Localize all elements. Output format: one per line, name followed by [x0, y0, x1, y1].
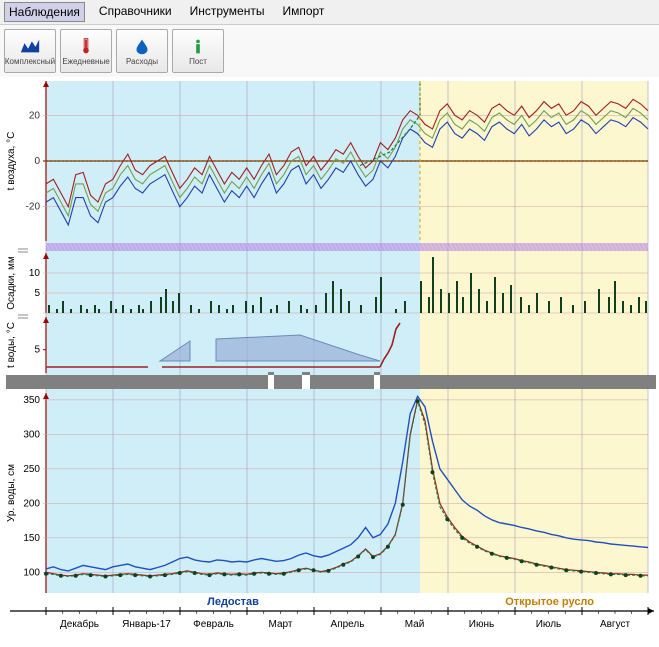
svg-text:Март: Март	[269, 619, 293, 630]
svg-text:t воды, °C: t воды, °C	[6, 322, 17, 368]
menu-observations[interactable]: Наблюдения	[4, 2, 85, 22]
chart-area: -20 0 20 t воздуха, °C 5 10 Осадки, мм 5 t воды,…	[0, 77, 659, 647]
menubar: Наблюдения Справочники Инструменты Импор…	[0, 0, 659, 25]
chart-icon	[19, 37, 41, 55]
station-label: Пост	[189, 57, 207, 66]
svg-text:Апрель: Апрель	[331, 619, 365, 630]
svg-text:Открытое русло: Открытое русло	[505, 596, 594, 608]
svg-text:Ур. воды, см: Ур. воды, см	[6, 464, 17, 522]
menu-import[interactable]: Импорт	[278, 2, 328, 22]
daily-button[interactable]: Ежедневные	[60, 29, 112, 73]
toolbar: Комплексный Ежедневные Расходы Пост	[0, 25, 659, 77]
svg-text:Январь-17: Январь-17	[122, 619, 171, 630]
complex-button[interactable]: Комплексный	[4, 29, 56, 73]
daily-label: Ежедневные	[62, 57, 109, 66]
svg-text:100: 100	[23, 567, 40, 578]
svg-text:Август: Август	[600, 619, 631, 630]
svg-text:150: 150	[23, 533, 40, 544]
discharge-button[interactable]: Расходы	[116, 29, 168, 73]
discharge-label: Расходы	[126, 57, 158, 66]
thermometer-icon	[75, 37, 97, 55]
svg-text:250: 250	[23, 464, 40, 475]
complex-label: Комплексный	[5, 57, 55, 66]
chart-svg: -20 0 20 t воздуха, °C 5 10 Осадки, мм 5 t воды,…	[0, 77, 659, 647]
svg-text:300: 300	[23, 429, 40, 440]
svg-text:t воздуха, °C: t воздуха, °C	[6, 132, 17, 191]
svg-text:Декабрь: Декабрь	[60, 618, 99, 630]
svg-text:Июль: Июль	[536, 619, 562, 630]
svg-text:0: 0	[34, 156, 40, 167]
svg-text:Июнь: Июнь	[469, 619, 494, 630]
drop-icon	[131, 37, 153, 55]
svg-text:5: 5	[34, 345, 40, 356]
svg-text:20: 20	[29, 110, 41, 121]
svg-text:Ледостав: Ледостав	[207, 596, 259, 608]
svg-text:350: 350	[23, 395, 40, 406]
svg-text:200: 200	[23, 498, 40, 509]
svg-text:10: 10	[29, 268, 41, 279]
svg-text:5: 5	[34, 288, 40, 299]
menu-references[interactable]: Справочники	[95, 2, 176, 22]
svg-text:Осадки, мм: Осадки, мм	[6, 256, 17, 310]
svg-text:Май: Май	[405, 619, 425, 630]
svg-text:Февраль: Февраль	[193, 619, 234, 630]
menu-tools[interactable]: Инструменты	[186, 2, 269, 22]
svg-text:-20: -20	[26, 202, 41, 213]
station-button[interactable]: Пост	[172, 29, 224, 73]
info-icon	[187, 37, 209, 55]
